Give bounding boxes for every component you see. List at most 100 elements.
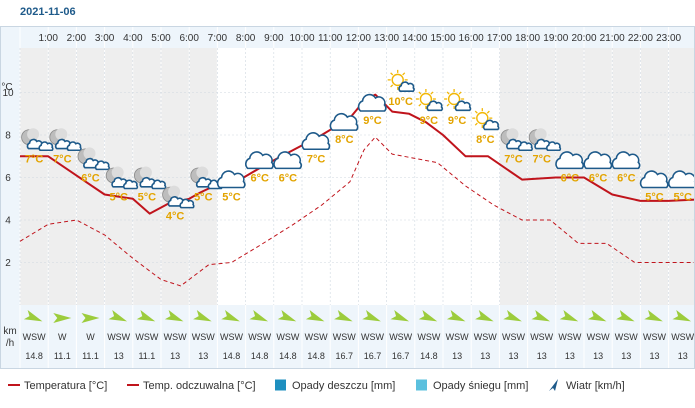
sun-cloud-icon bbox=[387, 69, 415, 92]
cloud-icon bbox=[639, 170, 669, 189]
wind-direction-label: WSW bbox=[248, 332, 271, 342]
cloud-shape bbox=[329, 112, 359, 131]
temperature-value-label: 5°C bbox=[645, 192, 664, 204]
wind-arrow-shape bbox=[108, 309, 128, 322]
hour-label: 15:00 bbox=[430, 33, 455, 44]
wind-speed-label: 11.1 bbox=[54, 351, 71, 361]
hour-label: 3:00 bbox=[95, 33, 115, 44]
legend-box-swatch bbox=[275, 379, 286, 391]
night-cloud-icon bbox=[77, 147, 110, 171]
hour-label: 12:00 bbox=[346, 33, 371, 44]
legend-box-swatch bbox=[416, 379, 427, 391]
temperature-value-label: 6°C bbox=[589, 172, 608, 184]
cloud-icon bbox=[668, 170, 695, 189]
wind-arrow-icon bbox=[644, 309, 663, 322]
cloud-shape bbox=[639, 170, 669, 189]
moon-shade bbox=[111, 166, 124, 179]
legend-label: Wiatr [km/h] bbox=[566, 380, 625, 392]
wind-speed-label: 13 bbox=[452, 351, 462, 361]
temperature-value-label: 7°C bbox=[53, 153, 72, 165]
wind-arrow-shape bbox=[53, 313, 72, 323]
hour-label: 13:00 bbox=[374, 33, 399, 44]
temperature-value-label: 10°C bbox=[388, 96, 413, 108]
wind-arrow-icon bbox=[418, 309, 438, 322]
temperature-value-label: 9°C bbox=[420, 115, 439, 127]
wind-speed-label: 13 bbox=[508, 351, 518, 361]
wind-unit-label: km bbox=[3, 326, 16, 337]
wind-direction-label: W bbox=[86, 332, 95, 342]
wind-arrow-shape bbox=[503, 309, 522, 322]
wind-speed-label: 14.8 bbox=[251, 351, 269, 361]
wind-arrow-icon bbox=[108, 309, 128, 322]
cloud-shape bbox=[122, 179, 139, 190]
legend-item-feels: Temp. odczuwalna [°C] bbox=[127, 380, 256, 392]
temperature-value-label: 7°C bbox=[504, 153, 523, 165]
legend-item-wind: Wiatr [km/h] bbox=[549, 379, 625, 392]
sun-ray bbox=[390, 72, 394, 76]
hour-label: 2:00 bbox=[67, 33, 87, 44]
hour-label: 8:00 bbox=[236, 33, 256, 44]
wind-direction-label: WSW bbox=[474, 332, 497, 342]
wind-direction-label: WSW bbox=[643, 332, 666, 342]
temperature-value-label: 7°C bbox=[307, 153, 326, 165]
wind-speed-label: 14.8 bbox=[25, 351, 43, 361]
cloud-shape bbox=[454, 100, 472, 112]
temperature-value-label: 9°C bbox=[448, 115, 467, 127]
moon-shade bbox=[196, 166, 209, 179]
y-tick-label: 10 bbox=[2, 88, 14, 99]
wind-speed-label: 13 bbox=[678, 351, 688, 361]
hour-label: 5:00 bbox=[151, 33, 171, 44]
sun-disc bbox=[391, 73, 404, 87]
cloud-shape bbox=[545, 141, 562, 152]
wind-arrow-shape bbox=[644, 309, 663, 322]
feels-like-line bbox=[19, 136, 695, 287]
wind-arrow-shape bbox=[475, 309, 494, 322]
cloud-icon bbox=[301, 132, 331, 151]
hour-label: 7:00 bbox=[208, 33, 228, 44]
legend-label: Opady śniegu [mm] bbox=[433, 380, 528, 392]
hour-label: 16:00 bbox=[459, 33, 484, 44]
moon-shade bbox=[534, 128, 547, 141]
wind-arrow-icon bbox=[249, 309, 269, 322]
cloud-shape bbox=[94, 160, 110, 171]
cloud-shape bbox=[301, 132, 331, 151]
hour-label: 11:00 bbox=[318, 33, 343, 44]
cloud-shape bbox=[668, 170, 695, 189]
forecast-date: 2021-11-06 bbox=[20, 6, 76, 18]
wind-direction-label: WSW bbox=[587, 332, 610, 342]
wind-arrow-icon bbox=[305, 309, 325, 322]
wind-speed-label: 14.8 bbox=[279, 351, 297, 361]
y-unit-label: °C bbox=[1, 82, 12, 93]
hour-label: 10:00 bbox=[289, 33, 314, 44]
cloud-icon bbox=[583, 151, 613, 170]
legend-item-rain: Opady deszczu [mm] bbox=[275, 379, 395, 392]
legend-label: Temperatura [°C] bbox=[24, 380, 107, 392]
temperature-value-label: 6°C bbox=[561, 172, 580, 184]
cloud-shape bbox=[357, 93, 387, 112]
cloud-shape bbox=[555, 151, 584, 170]
wind-arrow-icon bbox=[531, 309, 551, 322]
wind-arrow-icon bbox=[390, 309, 410, 322]
temperature-value-label: 8°C bbox=[335, 134, 354, 146]
temperature-value-label: 6°C bbox=[617, 172, 636, 184]
wind-arrow-shape bbox=[362, 309, 381, 322]
cloud-icon bbox=[555, 151, 584, 170]
wind-arrow-icon bbox=[587, 309, 607, 322]
wind-direction-label: WSW bbox=[417, 332, 440, 342]
temperature-value-label: 8°C bbox=[476, 134, 495, 146]
moon-shade bbox=[168, 185, 181, 198]
wind-arrow-shape bbox=[390, 309, 410, 322]
hour-label: 9:00 bbox=[264, 33, 284, 44]
hour-label: 14:00 bbox=[402, 33, 427, 44]
wind-arrow-shape bbox=[418, 309, 438, 322]
wind-speed-label: 13 bbox=[480, 351, 490, 361]
y-tick-label: 2 bbox=[5, 258, 11, 269]
legend-item-temp: Temperatura [°C] bbox=[8, 380, 107, 392]
wind-direction-label: WSW bbox=[502, 332, 525, 342]
wind-direction-label: W bbox=[58, 332, 67, 342]
wind-direction-label: WSW bbox=[135, 332, 158, 342]
cloud-shape bbox=[517, 141, 533, 152]
cloud-icon bbox=[329, 112, 359, 131]
night-cloud-icon bbox=[528, 128, 562, 152]
